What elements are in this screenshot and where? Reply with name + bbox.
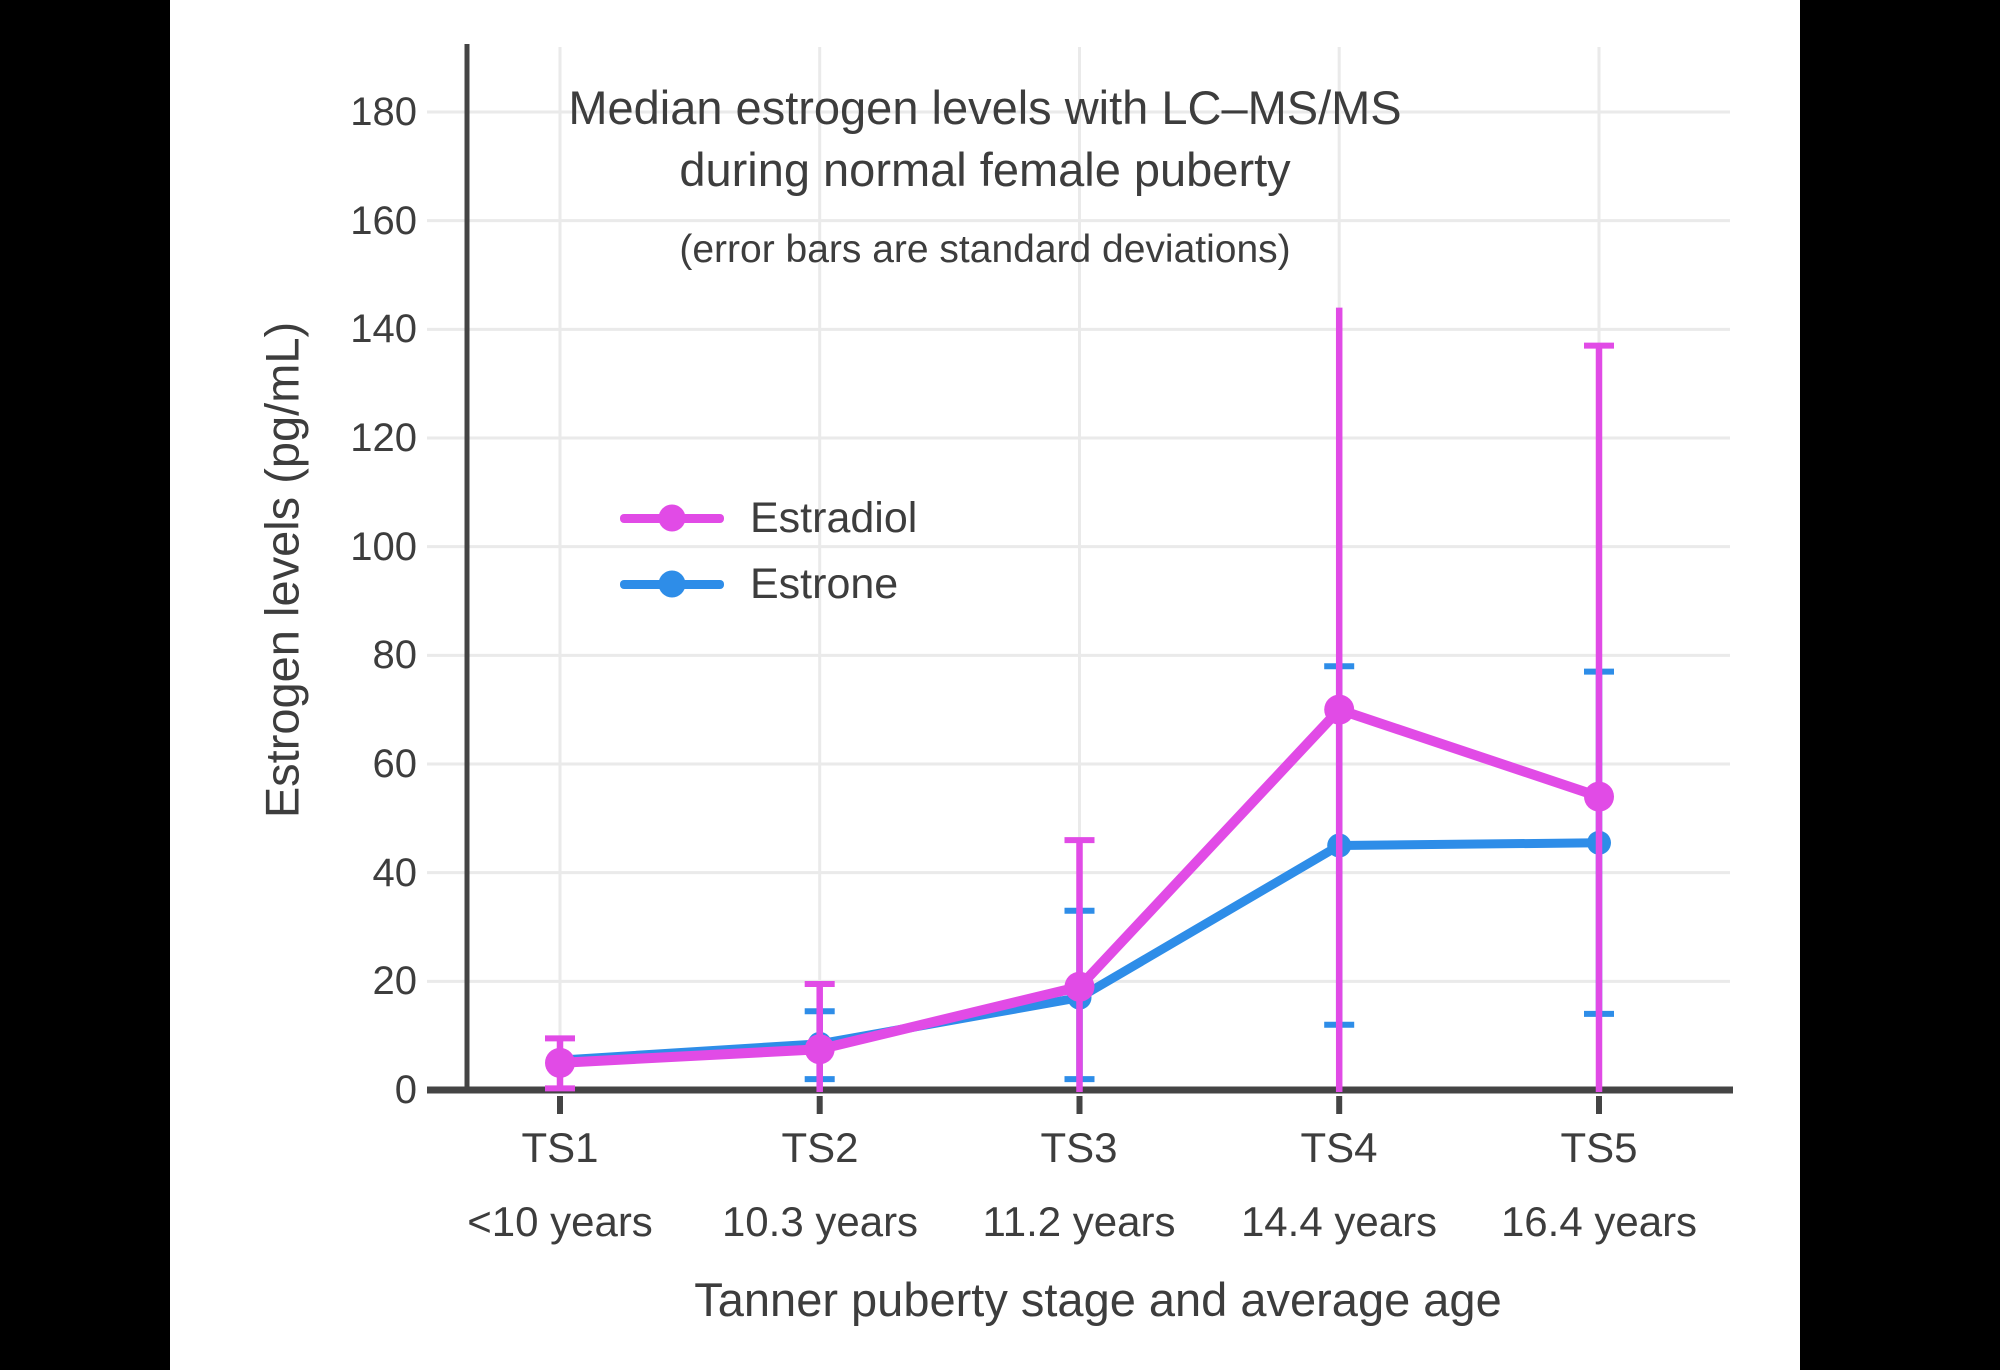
estradiol-marker-dot [658, 504, 686, 532]
y-tick-160: 160 [350, 199, 417, 243]
estradiol-point-TS4[interactable] [1324, 694, 1355, 725]
legend-item-estradiol[interactable]: Estradiol [620, 492, 917, 544]
y-tick-120: 120 [350, 416, 417, 460]
y-tick-20: 20 [372, 959, 418, 1003]
estrone-line-swatch [620, 570, 724, 598]
x-sublabel-ts2: 10.3 years [721, 1198, 919, 1245]
y-tick-100: 100 [350, 525, 417, 569]
estradiol-point-TS2[interactable] [804, 1034, 835, 1065]
x-tick-ts3: TS3 [1040, 1124, 1118, 1171]
x-tick-ts1: TS1 [521, 1124, 599, 1171]
estradiol-point-TS1[interactable] [545, 1047, 575, 1078]
figure-panel [170, 0, 1800, 1370]
legend: Estradiol Estrone [620, 492, 917, 610]
y-tick-0: 0 [394, 1068, 417, 1112]
estradiol-point-TS5[interactable] [1584, 781, 1614, 812]
y-tick-140: 140 [350, 307, 417, 351]
x-sublabel-ts4: 14.4 years [1240, 1198, 1438, 1245]
estradiol-point-TS3[interactable] [1064, 971, 1095, 1002]
x-tick-ts5: TS5 [1560, 1124, 1638, 1171]
y-tick-80: 80 [372, 633, 418, 677]
estrone-marker-dot [658, 570, 686, 598]
x-sublabel-ts3: 11.2 years [982, 1198, 1176, 1245]
legend-label-estradiol: Estradiol [750, 493, 918, 542]
legend-label-estrone: Estrone [750, 559, 899, 608]
y-tick-40: 40 [372, 851, 418, 895]
chart-subtitle: (error bars are standard deviations) [679, 228, 1291, 271]
legend-item-estrone[interactable]: Estrone [620, 558, 917, 610]
chart-title-line1: Median estrogen levels with LC–MS/MS [568, 81, 1402, 134]
y-tick-180: 180 [350, 90, 417, 134]
chart-title-line2: during normal female puberty [679, 143, 1291, 196]
x-tick-ts2: TS2 [781, 1124, 859, 1171]
x-sublabel-ts5: 16.4 years [1500, 1198, 1698, 1245]
x-sublabel-ts1: <10 years [467, 1198, 653, 1245]
y-tick-60: 60 [372, 742, 418, 786]
x-tick-ts4: TS4 [1300, 1124, 1378, 1171]
x-axis-title: Tanner puberty stage and average age [694, 1273, 1502, 1326]
estradiol-line-swatch [620, 504, 724, 532]
